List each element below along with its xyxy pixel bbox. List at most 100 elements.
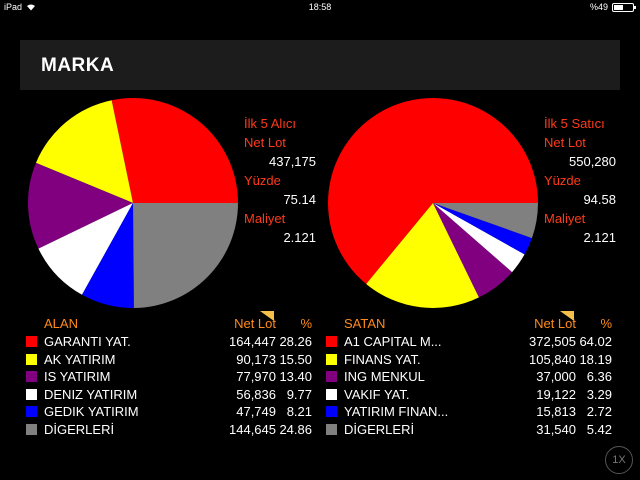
net-lot-value: 437,175 xyxy=(269,154,316,169)
net-lot-cell: 90,173 xyxy=(236,351,276,367)
percent-cell: 15.50 xyxy=(279,351,312,367)
color-swatch xyxy=(326,406,337,418)
broker-name: ING MENKUL xyxy=(344,369,425,385)
table-row[interactable]: GARANTI YAT. 164,447 28.26 xyxy=(26,332,316,350)
broker-name: FINANS YAT. xyxy=(344,351,421,367)
net-lot-label: Net Lot xyxy=(544,135,586,150)
cost-value: 2.121 xyxy=(283,230,316,245)
color-swatch xyxy=(26,406,37,418)
col-header-percent[interactable]: % xyxy=(300,316,312,331)
net-lot-cell: 31,540 xyxy=(536,421,576,437)
pie-slice xyxy=(328,97,538,284)
col-header-percent[interactable]: % xyxy=(600,316,612,331)
percent-cell: 9.77 xyxy=(286,386,312,402)
pie-slice xyxy=(35,100,133,203)
cost-label: Maliyet xyxy=(544,211,586,226)
color-swatch xyxy=(26,336,37,347)
table-row[interactable]: DİGERLERİ 31,540 5.42 xyxy=(326,420,616,438)
percent-cell: 24.86 xyxy=(279,421,312,437)
net-lot-cell: 144,645 xyxy=(229,421,276,437)
percent-cell: 64.02 xyxy=(579,334,612,349)
sort-indicator-icon[interactable] xyxy=(260,311,274,321)
table-row[interactable]: A1 CAPITAL M... 372,505 64.02 xyxy=(326,332,616,350)
page-title: MARKA xyxy=(41,55,115,76)
percent-value: 94.58 xyxy=(583,192,616,207)
battery-fill xyxy=(614,4,623,10)
sellers-summary: İlk 5 Satıcı Net Lot 550,280 Yüzde 94.58… xyxy=(544,114,616,247)
percent-cell: 8.21 xyxy=(286,404,312,420)
color-swatch xyxy=(326,423,337,435)
cost-value: 2.121 xyxy=(583,230,616,245)
table-row[interactable]: YATIRIM FINAN... 15,813 2.72 xyxy=(326,402,616,420)
broker-name: DİGERLERİ xyxy=(44,421,115,437)
percent-cell: 6.36 xyxy=(586,369,612,385)
pie-slice xyxy=(133,203,238,308)
col-header-name[interactable]: ALAN xyxy=(44,316,78,331)
broker-name: IS YATIRIM xyxy=(44,369,111,385)
net-lot-cell: 37,000 xyxy=(536,369,576,385)
pie-slice xyxy=(27,162,133,249)
color-swatch xyxy=(326,336,337,347)
pie-slice xyxy=(82,203,134,308)
pie-slice xyxy=(38,203,133,295)
net-lot-label: Net Lot xyxy=(244,135,286,150)
table-row[interactable]: GEDIK YATIRIM 47,749 8.21 xyxy=(26,402,316,420)
header-bar: MARKA xyxy=(20,40,620,90)
table-row[interactable]: DİGERLERİ 144,645 24.86 xyxy=(26,420,316,438)
net-lot-cell: 19,122 xyxy=(536,386,576,402)
pie-slice xyxy=(433,203,513,298)
buyers-pie-chart xyxy=(27,98,238,308)
broker-name: AK YATIRIM xyxy=(44,351,116,367)
table-row[interactable]: DENIZ YATIRIM 56,836 9.77 xyxy=(26,385,316,403)
table-row[interactable]: AK YATIRIM 90,173 15.50 xyxy=(26,350,316,368)
col-header-net-lot[interactable]: Net Lot xyxy=(234,316,276,331)
pie-slice xyxy=(111,98,238,203)
net-lot-cell: 372,505 xyxy=(529,334,576,349)
table-row[interactable]: ING MENKUL 37,000 6.36 xyxy=(326,367,616,385)
status-bar: iPad 18:58 %49 xyxy=(0,0,640,14)
percent-cell: 5.42 xyxy=(586,421,612,437)
net-lot-value: 550,280 xyxy=(569,154,616,169)
speed-button[interactable]: 1X xyxy=(605,446,633,474)
table-row[interactable]: IS YATIRIM 77,970 13.40 xyxy=(26,367,316,385)
pie-slice xyxy=(433,203,525,273)
sellers-pie-chart xyxy=(328,97,538,308)
col-header-name[interactable]: SATAN xyxy=(344,316,386,331)
color-swatch xyxy=(26,371,37,383)
percent-cell: 2.72 xyxy=(586,404,612,420)
buyers-summary: İlk 5 Alıcı Net Lot 437,175 Yüzde 75.14 … xyxy=(244,114,316,247)
table-row[interactable]: VAKIF YAT. 19,122 3.29 xyxy=(326,385,616,403)
status-right: %49 xyxy=(589,2,636,12)
broker-name: DİGERLERİ xyxy=(344,421,415,437)
broker-name: DENIZ YATIRIM xyxy=(44,386,138,402)
net-lot-cell: 77,970 xyxy=(236,369,276,385)
table-header: ALAN Net Lot % xyxy=(26,311,316,332)
buyers-table: ALAN Net Lot % GARANTI YAT. 164,447 28.26 A… xyxy=(26,311,316,438)
broker-name: VAKIF YAT. xyxy=(344,386,410,402)
percent-label: Yüzde xyxy=(544,173,581,188)
top5-buyers-label: İlk 5 Alıcı xyxy=(244,116,297,131)
status-time: 18:58 xyxy=(308,2,332,12)
col-header-net-lot[interactable]: Net Lot xyxy=(534,316,576,331)
color-swatch xyxy=(26,388,37,400)
percent-cell: 18.19 xyxy=(579,351,612,367)
net-lot-cell: 105,840 xyxy=(529,351,576,367)
table-row[interactable]: FINANS YAT. 105,840 18.19 xyxy=(326,350,616,368)
status-left: iPad xyxy=(4,2,36,12)
percent-label: Yüzde xyxy=(244,173,281,188)
sort-indicator-icon[interactable] xyxy=(560,311,574,321)
percent-value: 75.14 xyxy=(283,192,316,207)
broker-name: A1 CAPITAL M... xyxy=(344,334,442,349)
cost-label: Maliyet xyxy=(244,211,286,226)
battery-percent: %49 xyxy=(589,2,608,12)
net-lot-cell: 15,813 xyxy=(536,404,576,420)
color-swatch xyxy=(326,371,337,383)
percent-cell: 13.40 xyxy=(279,369,312,385)
color-swatch xyxy=(326,353,337,365)
device-name: iPad xyxy=(4,2,23,12)
pie-slice xyxy=(366,203,479,308)
top5-sellers-label: İlk 5 Satıcı xyxy=(544,116,605,131)
net-lot-cell: 56,836 xyxy=(236,386,276,402)
pie-slice xyxy=(433,203,538,239)
wifi-icon xyxy=(26,3,36,11)
